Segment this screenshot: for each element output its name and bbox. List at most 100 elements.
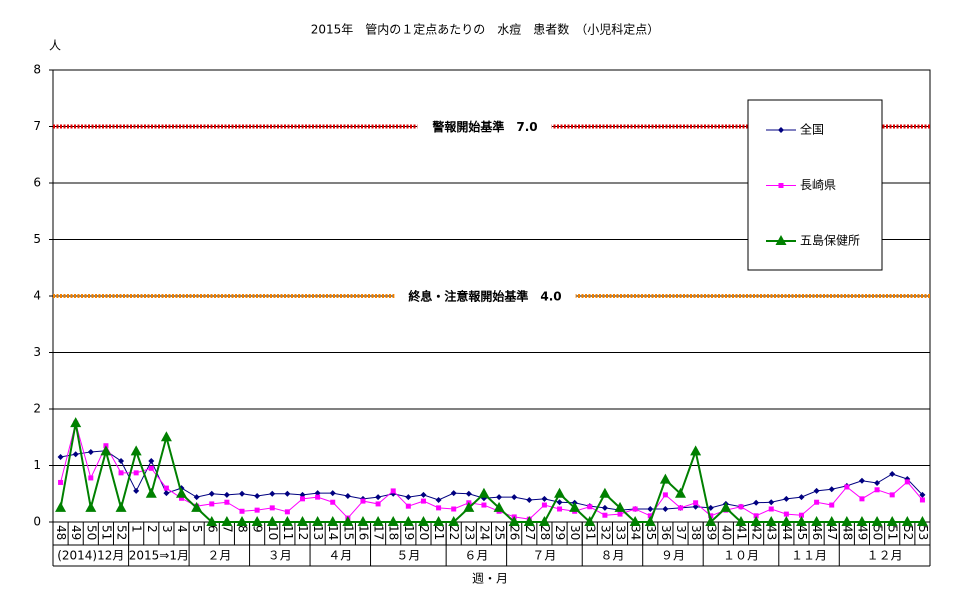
point [375,494,382,501]
point [675,487,687,498]
point [118,457,125,464]
x-tick-label: 21 [432,525,446,540]
point [599,487,611,498]
point [315,494,321,500]
point [768,499,775,506]
month-label: ５月 [396,549,420,563]
x-tick-label: 48 [54,525,68,540]
point [463,501,475,512]
point [448,516,460,526]
legend-marker [778,183,784,188]
point [357,516,369,526]
point [508,516,520,526]
point [239,490,246,497]
point [130,445,142,456]
x-tick-label: 37 [674,525,688,540]
point [148,457,155,464]
point [705,516,717,526]
point [329,490,336,497]
point [750,516,762,526]
x-tick-label: 49 [855,525,869,540]
month-label: １２月 [867,549,903,563]
month-label: ９月 [661,549,685,563]
x-tick-label: 3 [160,525,174,533]
point [344,493,351,500]
x-tick-label: 50 [84,525,98,540]
point [420,498,426,504]
point [632,506,638,512]
point [402,516,414,526]
point [87,448,94,455]
point [435,496,442,503]
point [629,516,641,526]
point [405,494,412,501]
point [647,506,654,513]
x-tick-label: 29 [553,525,567,540]
x-tick-label: 52 [901,525,915,540]
reference-label-bg [394,286,576,306]
point [826,516,838,526]
point [828,486,835,493]
point [889,470,896,477]
x-tick-label: 51 [886,525,900,540]
point [85,501,97,512]
point [296,516,308,526]
series-line [60,421,923,520]
point [614,501,626,512]
point [496,494,503,501]
point [919,491,926,498]
x-tick-label: 44 [780,525,794,540]
x-tick-label: 2 [145,525,159,533]
point [511,494,518,501]
x-axis-label: 週・月 [472,572,508,586]
x-tick-label: 40 [719,525,733,540]
point [753,499,760,506]
point [191,501,203,512]
point [690,445,702,456]
point [829,502,835,508]
point [587,504,593,510]
month-label: ４月 [328,549,352,563]
x-tick-label: 32 [598,525,612,540]
x-tick-label: 36 [659,525,673,540]
x-tick-label: 47 [825,525,839,540]
point [224,499,230,505]
point [780,516,792,526]
point [160,431,172,442]
point [115,501,127,512]
y-axis-label: 人 [49,39,61,53]
point [916,516,928,526]
point [708,513,714,519]
point [813,487,820,494]
point [889,492,895,498]
x-tick-label: 23 [462,525,476,540]
point [100,445,112,456]
chart-title: 2015年 管内の１定点あたりの 水痘 患者数 （小児科定点） [311,22,660,37]
y-tick-label: 3 [33,345,41,359]
point [223,491,230,498]
point [88,475,94,481]
month-label: ６月 [464,549,488,563]
x-tick-label: 19 [402,525,416,540]
point [768,506,774,512]
x-tick-label: 48 [840,525,854,540]
point [662,506,669,513]
x-tick-label: 31 [583,525,597,540]
x-tick-label: 16 [356,525,370,540]
y-tick-label: 6 [33,176,41,190]
point [465,490,472,497]
x-tick-label: 46 [810,525,824,540]
month-label: ７月 [532,549,556,563]
point [647,513,653,519]
point [556,499,563,506]
x-tick-label: 33 [614,525,628,540]
point [375,501,381,507]
x-tick-label: 42 [750,525,764,540]
point [844,484,850,490]
point [662,492,668,498]
x-tick-label: 53 [916,525,930,540]
x-tick-label: 17 [372,525,386,540]
point [70,417,82,428]
point [798,512,804,518]
point [342,516,354,526]
